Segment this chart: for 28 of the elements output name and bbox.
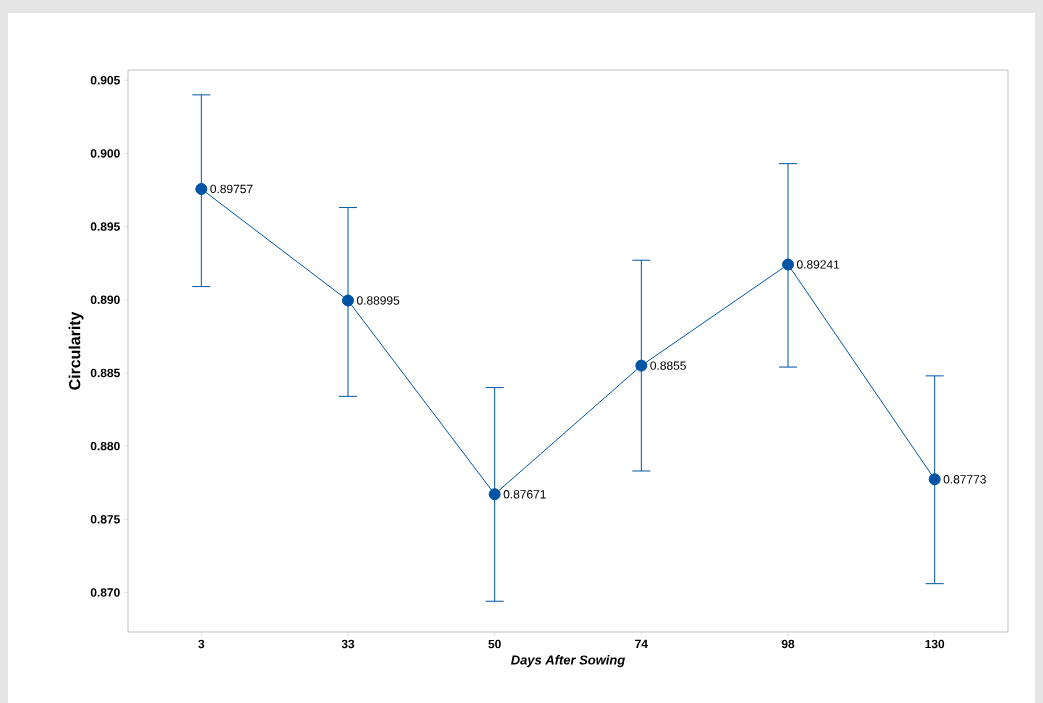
y-tick-label: 0.900 bbox=[90, 149, 120, 158]
data-label: 0.87773 bbox=[943, 475, 986, 484]
x-axis-title: Days After Sowing bbox=[511, 655, 625, 668]
point bbox=[195, 182, 208, 195]
point bbox=[342, 294, 355, 307]
data-label: 0.8855 bbox=[650, 361, 686, 370]
point bbox=[928, 473, 941, 486]
data-label: 0.89757 bbox=[210, 184, 253, 194]
x-tick-label: 50 bbox=[488, 639, 501, 649]
point bbox=[782, 258, 795, 271]
y-axis-title: Circularity bbox=[68, 311, 84, 390]
data-label: 0.88995 bbox=[357, 296, 400, 305]
y-tick-label: 0.905 bbox=[90, 75, 120, 85]
point bbox=[488, 488, 501, 501]
x-tick-label: 98 bbox=[781, 639, 795, 649]
x-tick-label: 130 bbox=[925, 639, 945, 649]
y-tick-label: 0.885 bbox=[90, 368, 120, 378]
y-tick-label: 0.895 bbox=[90, 222, 120, 231]
y-tick-label: 0.890 bbox=[90, 295, 120, 304]
data-label: 0.89241 bbox=[796, 260, 840, 269]
x-tick-label: 3 bbox=[198, 639, 205, 649]
y-tick-label: 0.870 bbox=[90, 588, 120, 597]
x-tick-label: 74 bbox=[635, 639, 648, 648]
data-label: 0.87671 bbox=[503, 490, 546, 499]
x-tick-label: 33 bbox=[341, 639, 355, 649]
point bbox=[635, 359, 648, 372]
y-tick-label: 0.880 bbox=[90, 441, 120, 451]
y-tick-label: 0.875 bbox=[90, 515, 120, 524]
